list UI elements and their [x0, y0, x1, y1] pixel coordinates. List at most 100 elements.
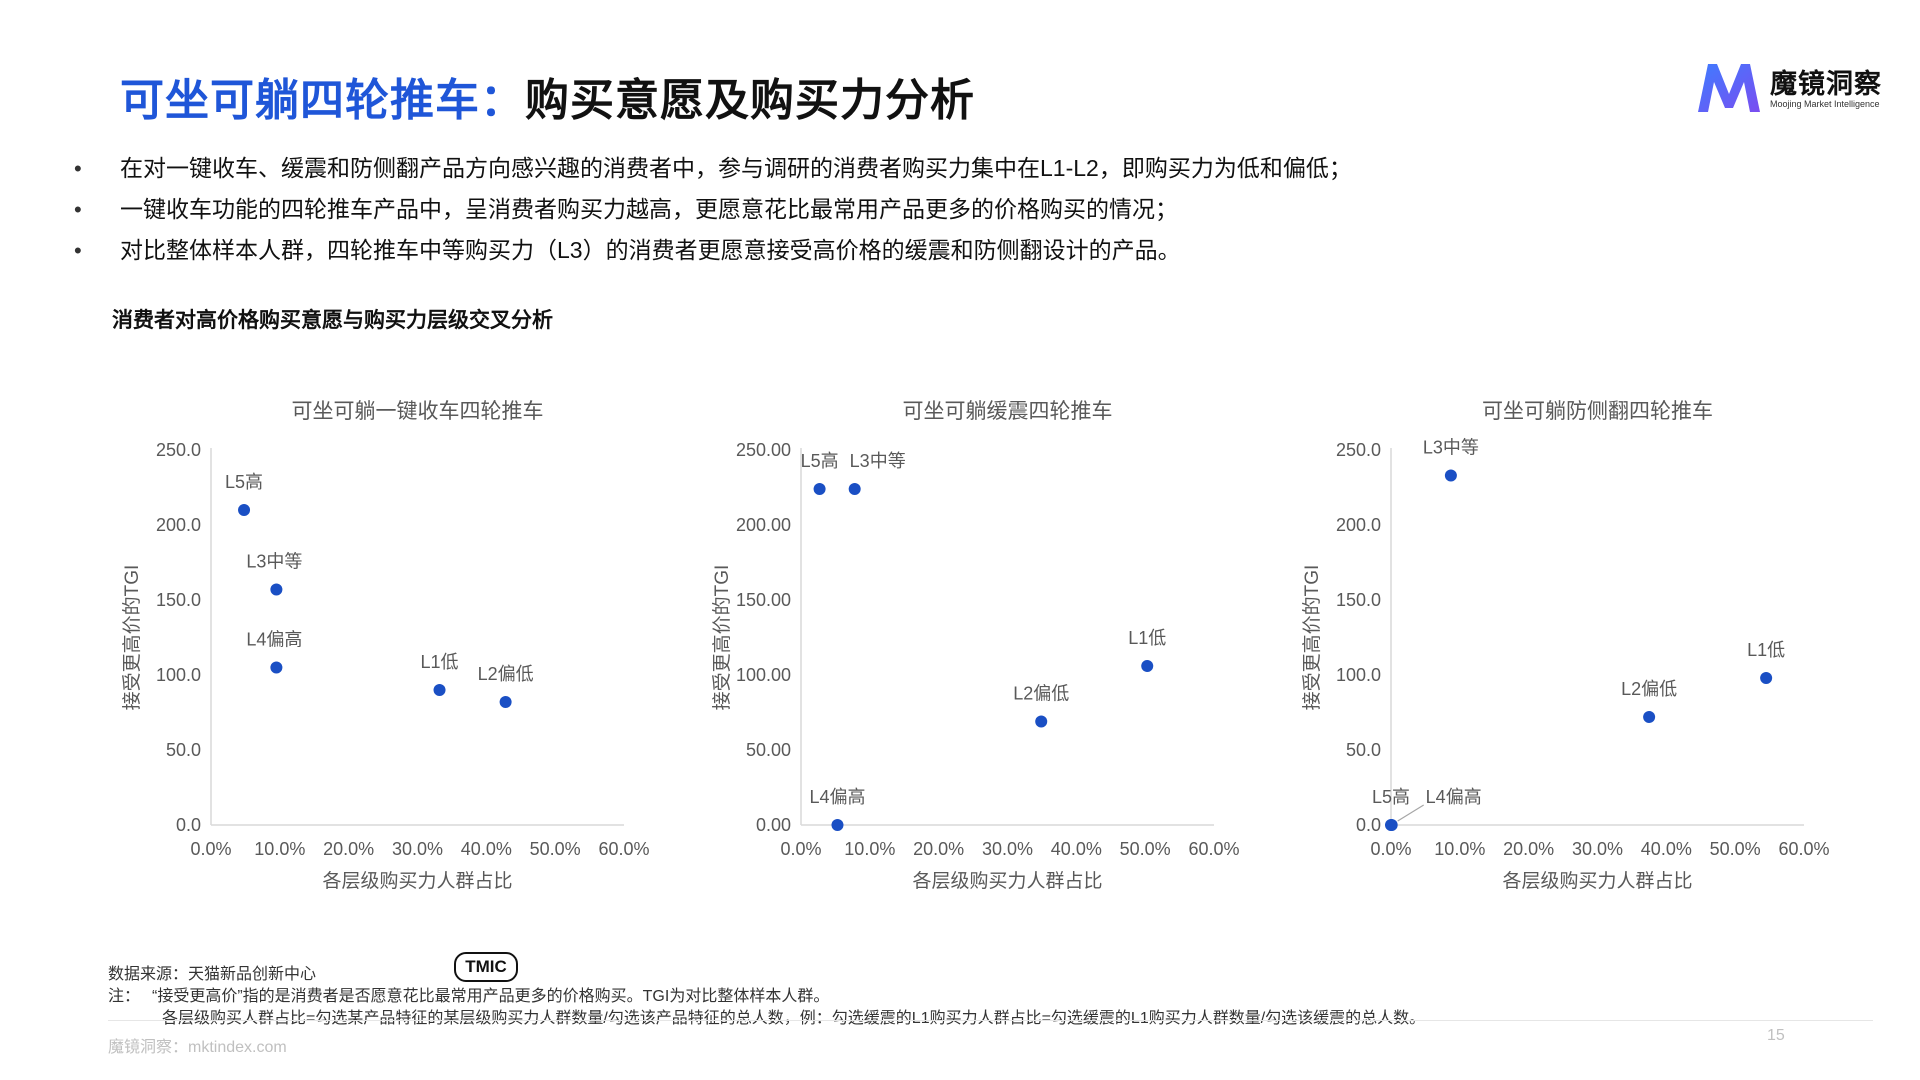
y-tick-label: 250.00 [736, 440, 791, 460]
data-point [433, 684, 446, 696]
y-tick-label: 50.0 [1346, 740, 1381, 760]
data-point [499, 696, 512, 708]
data-label: L5高 [1372, 787, 1410, 807]
chart-panel-fold: 可坐可躺一键收车四轮推车 0.0 50.0 100.0 150.0 200.0 250.0 0… [110, 380, 670, 900]
scatter-chart-antirollover: 可坐可躺防侧翻四轮推车 0.0 50.0 100.0 150.0 200.0 250.0 0.… [1301, 400, 1830, 892]
data-point [270, 583, 283, 596]
x-tick-label: 30.0% [1572, 839, 1623, 859]
data-label: L2偏低 [1621, 679, 1677, 699]
footer-brand: 魔镜洞察：mktindex.com [108, 1039, 287, 1056]
y-tick-label: 50.00 [746, 740, 791, 760]
x-axis-title: 各层级购买力人群占比 [322, 870, 512, 892]
y-tick-label: 200.0 [1336, 515, 1381, 535]
data-label: L2偏低 [478, 664, 534, 684]
bullet-item: 在对一键收车、缓震和防侧翻产品方向感兴趣的消费者中，参与调研的消费者购买力集中在… [70, 148, 1830, 189]
y-tick-label: 150.0 [156, 590, 201, 610]
x-tick-label: 0.0% [190, 839, 231, 859]
x-axis-title: 各层级购买力人群占比 [1502, 870, 1692, 892]
x-axis-title: 各层级购买力人群占比 [912, 870, 1102, 892]
page-title-subject: 购买意愿及购买力分析 [525, 76, 975, 125]
tmic-badge: TMIC [454, 952, 518, 982]
bullet-item: 一键收车功能的四轮推车产品中，呈消费者购买力越高，更愿意花比最常用产品更多的价格… [70, 189, 1830, 230]
x-tick-label: 50.0% [1120, 839, 1171, 859]
page-number: 15 [1767, 1027, 1785, 1044]
note-line-2: 各层级购买人群占比=勾选某产品特征的某层级购买力人群数量/勾选该产品特征的总人数… [162, 1010, 1426, 1027]
y-tick-label: 150.00 [736, 590, 791, 610]
data-label: L1低 [1128, 628, 1166, 648]
footer-divider [108, 1020, 1873, 1021]
data-label: L1低 [421, 652, 459, 672]
x-tick-label: 60.0% [1778, 839, 1829, 859]
data-label: L5高 [801, 451, 839, 471]
data-label: L4偏高 [246, 630, 302, 650]
data-point [1035, 715, 1048, 728]
page-title-topic: 可坐可躺四轮推车： [120, 76, 525, 125]
y-tick-label: 0.00 [756, 815, 791, 835]
data-point [1141, 660, 1154, 672]
data-label: L3中等 [1423, 438, 1479, 458]
y-tick-label: 100.0 [1336, 665, 1381, 685]
x-tick-label: 40.0% [461, 839, 512, 859]
x-tick-label: 50.0% [1710, 839, 1761, 859]
y-tick-label: 200.00 [736, 515, 791, 535]
y-tick-label: 0.0 [176, 815, 201, 835]
data-point [848, 483, 861, 495]
data-label: L4偏高 [809, 787, 865, 807]
chart-title: 可坐可躺缓震四轮推车 [903, 400, 1113, 423]
y-tick-label: 250.0 [156, 440, 201, 460]
chart-title: 可坐可躺一键收车四轮推车 [292, 400, 544, 423]
scatter-chart-shock: 可坐可躺缓震四轮推车 0.00 50.00 100.00 150.00 200.00 250… [711, 400, 1240, 892]
note-line-1: “接受更高价”指的是消费者是否愿意花比最常用产品更多的价格购买。TGI为对比整体… [152, 988, 830, 1005]
y-tick-label: 250.0 [1336, 440, 1381, 460]
brand-name-cn: 魔镜洞察 [1770, 69, 1882, 99]
section-title: 消费者对高价格购买意愿与购买力层级交叉分析 [112, 309, 553, 332]
data-point [270, 661, 283, 674]
data-point [1643, 711, 1656, 723]
x-tick-label: 0.0% [1370, 839, 1411, 859]
y-tick-label: 150.0 [1336, 590, 1381, 610]
x-tick-label: 0.0% [780, 839, 821, 859]
x-tick-label: 60.0% [1188, 839, 1239, 859]
data-label: L4偏高 [1426, 787, 1482, 807]
data-point [1760, 672, 1773, 684]
data-label: L1低 [1747, 640, 1785, 660]
data-label-leader [1397, 804, 1425, 822]
data-label: L3中等 [246, 552, 302, 572]
data-label: L2偏低 [1013, 684, 1069, 704]
moojing-logo-icon [1698, 64, 1760, 112]
note-prefix: 注： [108, 988, 141, 1005]
y-tick-label: 100.0 [156, 665, 201, 685]
y-tick-label: 100.00 [736, 665, 791, 685]
chart-title: 可坐可躺防侧翻四轮推车 [1482, 400, 1713, 423]
data-label: L5高 [225, 472, 263, 492]
brand-logo: 魔镜洞察 Moojing Market Intelligence [1694, 58, 1894, 118]
x-tick-label: 40.0% [1641, 839, 1692, 859]
x-tick-label: 30.0% [982, 839, 1033, 859]
y-tick-label: 50.0 [166, 740, 201, 760]
summary-bullets: 在对一键收车、缓震和防侧翻产品方向感兴趣的消费者中，参与调研的消费者购买力集中在… [70, 148, 1830, 271]
x-tick-label: 20.0% [1503, 839, 1554, 859]
bullet-item: 对比整体样本人群，四轮推车中等购买力（L3）的消费者更愿意接受高价格的缓震和防侧… [70, 230, 1830, 271]
y-axis-title: 接受更高价的TGI [711, 565, 733, 711]
x-tick-label: 10.0% [1434, 839, 1485, 859]
page-title: 可坐可躺四轮推车：购买意愿及购买力分析 [120, 64, 975, 128]
chart-panel-antirollover: 可坐可躺防侧翻四轮推车 0.0 50.0 100.0 150.0 200.0 250.0 0.… [1290, 380, 1850, 900]
brand-name-en: Moojing Market Intelligence [1770, 99, 1880, 109]
x-tick-label: 30.0% [392, 839, 443, 859]
chart-panel-shock: 可坐可躺缓震四轮推车 0.00 50.00 100.00 150.00 200.00 250… [700, 380, 1260, 900]
x-tick-label: 20.0% [323, 839, 374, 859]
x-tick-label: 60.0% [598, 839, 649, 859]
data-label: L3中等 [850, 451, 906, 471]
x-tick-label: 40.0% [1051, 839, 1102, 859]
y-axis-title: 接受更高价的TGI [121, 565, 143, 711]
data-source: 数据来源：天猫新品创新中心 [108, 966, 317, 983]
x-tick-label: 10.0% [254, 839, 305, 859]
scatter-chart-fold: 可坐可躺一键收车四轮推车 0.0 50.0 100.0 150.0 200.0 250.0 0… [121, 400, 650, 892]
y-tick-label: 200.0 [156, 515, 201, 535]
data-point [831, 819, 844, 831]
data-point [238, 504, 251, 516]
data-point [1385, 819, 1398, 831]
x-tick-label: 50.0% [530, 839, 581, 859]
y-axis-title: 接受更高价的TGI [1301, 565, 1323, 711]
data-point [1444, 469, 1457, 482]
